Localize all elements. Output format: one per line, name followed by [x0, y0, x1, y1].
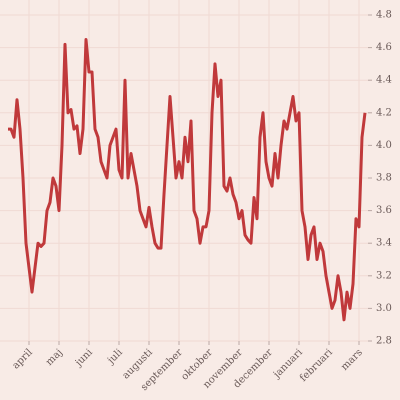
line: [8, 37, 367, 322]
y-tick-label: 3.4: [376, 238, 392, 249]
y-tick-label: 3.2: [376, 270, 392, 281]
y-tick-label: 4.0: [376, 140, 392, 151]
y-tick-label: 4.6: [376, 42, 392, 53]
y-tick-label: 4.2: [376, 107, 392, 118]
y-tick-label: 4.4: [376, 75, 392, 86]
y-tick-label: 2.8: [376, 336, 392, 347]
y-tick-label: 3.0: [376, 303, 392, 314]
y-tick-label: 3.8: [376, 173, 392, 184]
y-tick-label: 3.6: [376, 205, 392, 216]
y-tick-label: 4.8: [376, 10, 392, 21]
